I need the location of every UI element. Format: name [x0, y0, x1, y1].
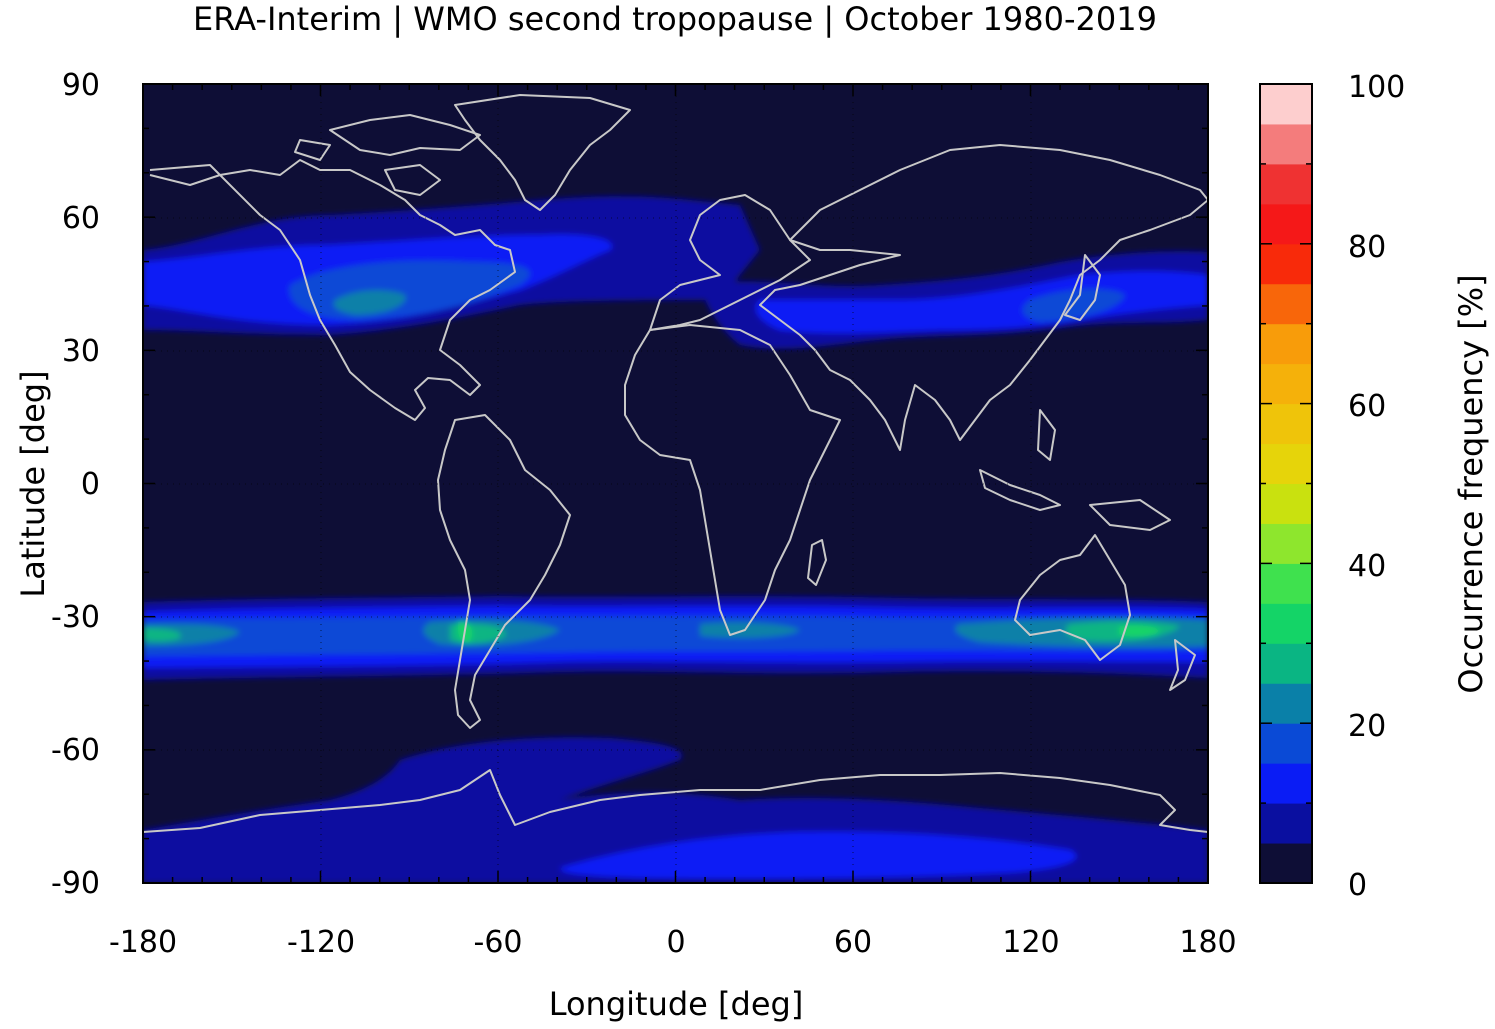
x-tick-label: 180	[1179, 925, 1236, 960]
so-band-10	[560, 831, 1077, 879]
x-tick-label: 0	[666, 925, 685, 960]
colorbar-segment	[1260, 803, 1312, 844]
colorbar-segment	[1260, 123, 1312, 165]
colorbar-tick-label: 60	[1348, 389, 1386, 424]
sh-band-25	[143, 621, 1180, 644]
coastline-madagascar	[807, 539, 827, 586]
colorbar-tick-label: 0	[1348, 868, 1367, 903]
colorbar-segment	[1260, 843, 1312, 884]
y-tick-labels: 90 60 30 0 -30 -60 -90	[51, 68, 100, 901]
colorbar-segment	[1260, 443, 1312, 484]
colorbar-segment	[1260, 523, 1312, 564]
colorbar-segment	[1260, 403, 1312, 445]
coastline-arctic-islands	[294, 114, 481, 196]
coastline-africa	[624, 324, 841, 636]
asia-band-10	[756, 271, 1208, 334]
nh-band-20	[333, 290, 406, 315]
plot-area	[143, 84, 1208, 883]
colorbar-segment	[1260, 763, 1312, 804]
colorbar-segment	[1260, 723, 1312, 764]
coastline-north-america	[149, 159, 516, 421]
colorbar-label: Occurrence frequency [%]	[1452, 274, 1490, 693]
x-tick-label: 60	[834, 925, 872, 960]
y-tick-label: -30	[51, 600, 100, 635]
asia-band-15	[1022, 288, 1125, 322]
colorbar-segment	[1260, 483, 1312, 524]
colorbar-segment	[1260, 643, 1312, 684]
coastlines	[143, 94, 1208, 833]
coastline-europe	[649, 194, 811, 331]
y-tick-label: 60	[62, 201, 100, 236]
colorbar-tick-label: 20	[1348, 709, 1386, 744]
colorbar-tick-label: 40	[1348, 549, 1386, 584]
y-tick-label: -90	[51, 866, 100, 901]
colorbar-tick-labels: 0 20 40 60 80 100	[1348, 70, 1405, 903]
y-tick-label: 90	[62, 68, 100, 103]
colorbar-segment	[1260, 283, 1312, 325]
sh-band-15	[143, 616, 1208, 656]
colorbar-segment	[1260, 683, 1312, 724]
coastline-antarctica	[143, 769, 1208, 833]
coastline-south-america	[437, 414, 571, 729]
colorbar-segment	[1260, 243, 1312, 285]
y-tick-label: -60	[51, 733, 100, 768]
y-tick-label: 30	[62, 334, 100, 369]
x-axis-label: Longitude [deg]	[549, 985, 804, 1023]
colorbar-segment	[1260, 323, 1312, 365]
colorbar-segment	[1260, 203, 1312, 245]
sh-band-20	[143, 617, 1208, 647]
coastline-greenland	[454, 94, 631, 211]
colorbar-segment	[1260, 363, 1312, 405]
colorbar-segment	[1260, 603, 1312, 644]
colorbar-segment	[1260, 84, 1312, 125]
coastline-new-zealand	[1169, 639, 1196, 691]
x-tick-label: -120	[287, 925, 355, 960]
colorbar-ticks	[1260, 83, 1312, 884]
coastline-asia	[759, 144, 1208, 451]
colorbar	[1260, 84, 1312, 884]
chart-title: ERA-Interim | WMO second tropopause | Oc…	[193, 0, 1157, 38]
colorbar-segment	[1260, 563, 1312, 604]
plot-ticks	[142, 83, 1209, 884]
x-tick-label: -180	[109, 925, 177, 960]
colorbar-segment	[1260, 163, 1312, 205]
x-tick-label: -60	[474, 925, 523, 960]
y-axis-label: Latitude [deg]	[14, 370, 52, 597]
coastline-se-asia-islands	[979, 409, 1171, 531]
coastline-japan	[1064, 254, 1101, 321]
colorbar-tick-label: 80	[1348, 230, 1386, 265]
coastline-australia	[1014, 534, 1131, 661]
x-tick-label: 120	[1002, 925, 1059, 960]
colorbar-tick-label: 100	[1348, 70, 1405, 105]
x-tick-labels: -180 -120 -60 0 60 120 180	[109, 925, 1237, 960]
y-tick-label: 0	[81, 467, 100, 502]
